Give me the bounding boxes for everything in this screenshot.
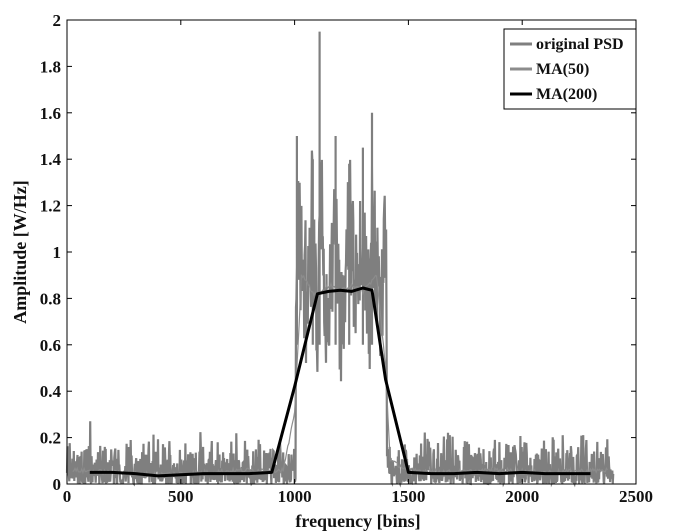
y-tick-label: 1.6	[40, 104, 61, 123]
series-layer	[65, 31, 615, 488]
x-tick-label: 2000	[505, 487, 539, 506]
y-tick-label: 0.4	[40, 382, 62, 401]
y-tick-label: 0.6	[40, 336, 61, 355]
series-ma200	[89, 286, 591, 478]
y-tick-label: 1	[53, 243, 62, 262]
x-tick-label: 1500	[391, 487, 425, 506]
y-tick-label: 0.2	[40, 429, 61, 448]
y-axis-label: Amplitude [W/Hz]	[10, 180, 30, 324]
legend-label-ma50: MA(50)	[536, 61, 589, 78]
x-axis-label: frequency [bins]	[295, 511, 420, 531]
y-tick-label: 1.8	[40, 57, 61, 76]
y-tick-label: 0	[53, 475, 62, 494]
y-tick-label: 2	[53, 11, 62, 30]
y-tick-label: 0.8	[40, 289, 61, 308]
series-original-psd	[65, 31, 615, 488]
x-tick-label: 0	[63, 487, 72, 506]
x-tick-label: 1000	[278, 487, 312, 506]
x-tick-label: 2500	[619, 487, 653, 506]
y-tick-label: 1.2	[40, 197, 61, 216]
legend-label-original-psd: original PSD	[536, 36, 624, 53]
tick-layer: 0 500 1000 1500 2000 2500 0 0.2 0.4 0.6 0.8 1 1.2 1.4…	[40, 11, 653, 506]
x-tick-label: 500	[168, 487, 194, 506]
legend: original PSD MA(50) MA(200)	[503, 28, 637, 110]
legend-label-ma200: MA(200)	[536, 86, 597, 103]
y-tick-label: 1.4	[40, 150, 62, 169]
